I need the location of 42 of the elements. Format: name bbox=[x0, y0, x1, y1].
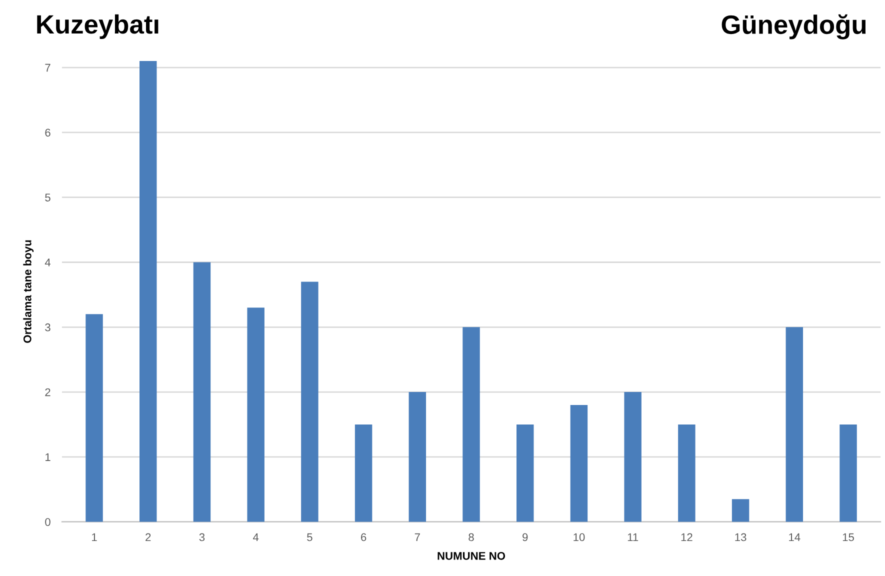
bar bbox=[624, 392, 642, 522]
bar bbox=[732, 499, 750, 522]
x-tick-label: 10 bbox=[574, 533, 585, 542]
x-tick-label: 4 bbox=[253, 533, 259, 542]
y-axis-title: Ortalama tane boyu bbox=[23, 240, 34, 343]
x-tick-label: 6 bbox=[361, 533, 366, 542]
x-tick-label: 1 bbox=[92, 533, 97, 542]
bar bbox=[516, 424, 534, 522]
bar bbox=[86, 314, 103, 522]
y-tick-label: 3 bbox=[45, 323, 50, 332]
x-tick-label: 11 bbox=[628, 533, 638, 542]
text: Kuzeybatı bbox=[37, 14, 158, 39]
bar bbox=[678, 424, 696, 522]
bar bbox=[354, 424, 372, 522]
x-tick-label: 13 bbox=[735, 533, 746, 542]
bar bbox=[140, 61, 157, 522]
x-tick-label: 7 bbox=[414, 533, 420, 542]
bar bbox=[408, 392, 426, 522]
bar bbox=[840, 424, 857, 522]
y-tick-label: 7 bbox=[45, 64, 50, 72]
x-tick-label: 14 bbox=[789, 533, 800, 542]
x-tick-label: 8 bbox=[468, 533, 474, 542]
y-tick-label: 5 bbox=[45, 194, 50, 202]
x-tick-label: 5 bbox=[307, 533, 312, 542]
text: Güneydoğu bbox=[722, 14, 866, 40]
y-tick-label: 6 bbox=[45, 128, 50, 137]
x-tick-label: 9 bbox=[522, 533, 528, 542]
bar bbox=[570, 405, 588, 522]
bar bbox=[301, 282, 318, 522]
y-tick-label: 0 bbox=[45, 518, 50, 526]
x-axis-title: NUMUNE NO bbox=[438, 552, 506, 560]
bar bbox=[247, 308, 264, 522]
y-tick-label: 1 bbox=[46, 453, 50, 461]
x-tick-label: 12 bbox=[681, 533, 692, 542]
bar bbox=[786, 327, 804, 522]
bar bbox=[462, 327, 480, 522]
x-tick-label: 15 bbox=[842, 533, 854, 542]
y-tick-label: 2 bbox=[45, 388, 50, 396]
y-tick-label: 4 bbox=[44, 258, 51, 266]
bar bbox=[193, 262, 211, 522]
x-tick-label: 2 bbox=[146, 533, 151, 542]
x-tick-label: 3 bbox=[199, 533, 205, 542]
